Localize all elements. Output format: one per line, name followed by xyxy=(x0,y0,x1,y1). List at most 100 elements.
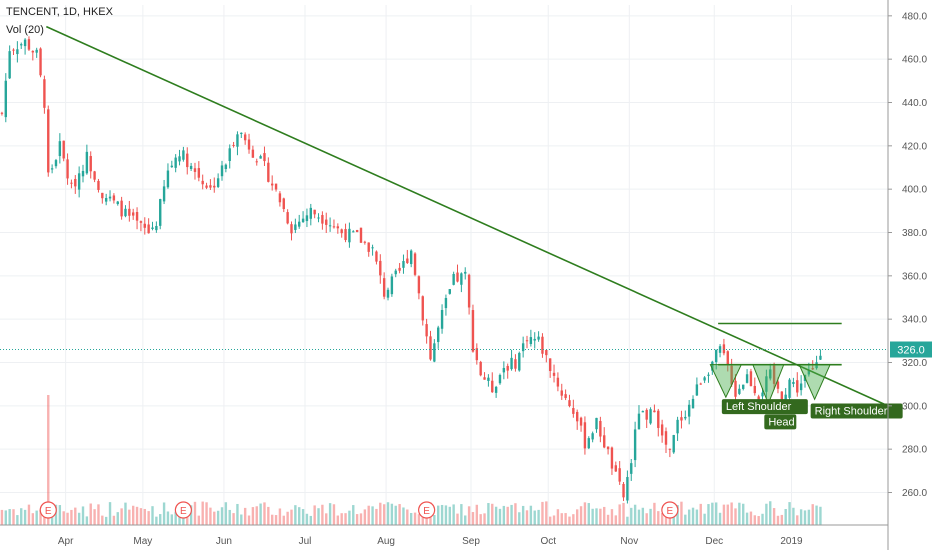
volume-bar xyxy=(186,516,189,525)
x-tick-label: Jul xyxy=(299,536,312,547)
volume-bar xyxy=(660,512,664,525)
candle-body xyxy=(711,361,714,371)
volume-bar xyxy=(753,515,756,525)
candle-body xyxy=(819,355,822,360)
volume-bar xyxy=(132,505,135,525)
volume-bar xyxy=(263,502,266,525)
candle-body xyxy=(440,309,444,329)
volume-bar xyxy=(236,503,239,525)
candle-body xyxy=(371,247,374,249)
volume-bar xyxy=(301,509,305,525)
candle-body xyxy=(676,419,679,434)
candle-body xyxy=(529,337,533,345)
candle-body xyxy=(649,409,652,424)
volume-bar xyxy=(772,508,776,525)
candle-body xyxy=(579,417,583,426)
volume-bar xyxy=(66,512,69,525)
volume-bar xyxy=(788,502,791,525)
volume-bar xyxy=(610,509,614,525)
volume-bar xyxy=(205,502,208,525)
volume-bar xyxy=(155,516,158,525)
volume-bar xyxy=(691,507,695,525)
candle-body xyxy=(74,178,77,187)
candle-body xyxy=(525,340,529,342)
candle-body xyxy=(209,185,212,188)
candle-body xyxy=(344,229,347,241)
volume-bar xyxy=(406,509,409,525)
volume-bar xyxy=(379,502,382,525)
volume-bar xyxy=(340,513,343,525)
y-tick-label: 260.0 xyxy=(902,488,927,499)
candle-body xyxy=(521,343,525,352)
volume-bar xyxy=(390,503,394,525)
volume-bar xyxy=(12,509,15,525)
volume-bar xyxy=(467,506,471,525)
candle-body xyxy=(321,215,324,224)
volume-bar xyxy=(776,515,780,525)
volume-bar xyxy=(267,506,270,525)
volume-bar xyxy=(448,506,451,525)
candles xyxy=(0,36,822,504)
candle-body xyxy=(39,48,42,76)
candle-body xyxy=(301,218,305,223)
volume-bar xyxy=(479,514,482,525)
downtrend-line xyxy=(46,25,889,407)
candle-body xyxy=(799,383,803,391)
volume-bar xyxy=(101,515,104,525)
candle-body xyxy=(317,217,320,219)
candle-body xyxy=(182,150,185,160)
volume-bar xyxy=(792,507,795,525)
candle-body xyxy=(386,289,390,298)
volume-bar xyxy=(93,509,96,525)
volume-bar xyxy=(452,504,455,525)
volume-bar xyxy=(811,504,814,525)
candle-body xyxy=(548,358,552,372)
volume-bar xyxy=(502,505,506,525)
pattern-annotation: Left Shoulder xyxy=(726,401,792,413)
candle-body xyxy=(587,438,590,449)
candle-body xyxy=(375,251,378,262)
candle-body xyxy=(560,390,563,396)
candle-body xyxy=(228,148,231,161)
candle-body xyxy=(367,242,370,252)
volume-bar xyxy=(120,508,123,525)
earnings-marker-label: E xyxy=(667,506,674,517)
candle-body xyxy=(178,156,181,162)
candle-body xyxy=(630,463,633,474)
candle-body xyxy=(749,371,753,387)
volume-bar xyxy=(676,505,679,525)
candle-body xyxy=(510,357,513,370)
volume-bar xyxy=(653,502,656,525)
volume-bar xyxy=(437,505,440,525)
candle-body xyxy=(243,134,247,141)
pattern-annotation-bg xyxy=(721,399,808,415)
candle-body xyxy=(139,221,143,223)
candle-body xyxy=(12,49,15,51)
candle-body xyxy=(97,180,100,190)
candle-body xyxy=(460,273,463,285)
candle-body xyxy=(626,477,629,501)
volume-bar xyxy=(97,504,100,525)
volume-bar xyxy=(707,504,710,525)
volume-bar xyxy=(328,503,332,525)
candle-body xyxy=(471,310,475,352)
candle-body xyxy=(112,195,116,201)
candle-body xyxy=(444,297,448,309)
candle-body xyxy=(193,168,197,172)
candle-body xyxy=(128,208,131,216)
volume-bar xyxy=(255,506,258,525)
volume-bar xyxy=(54,504,58,525)
candle-body xyxy=(247,139,251,150)
volume-bar xyxy=(270,514,274,525)
volume-bar xyxy=(560,513,563,525)
candle-body xyxy=(421,296,424,321)
last-price-label: 326.0 xyxy=(897,345,925,357)
candle-body xyxy=(31,50,35,53)
candle-body xyxy=(792,382,795,384)
volume-bar xyxy=(4,510,7,525)
candle-body xyxy=(348,228,351,243)
candle-body xyxy=(595,417,598,430)
candle-body xyxy=(85,151,89,174)
volume-bar xyxy=(525,510,529,525)
